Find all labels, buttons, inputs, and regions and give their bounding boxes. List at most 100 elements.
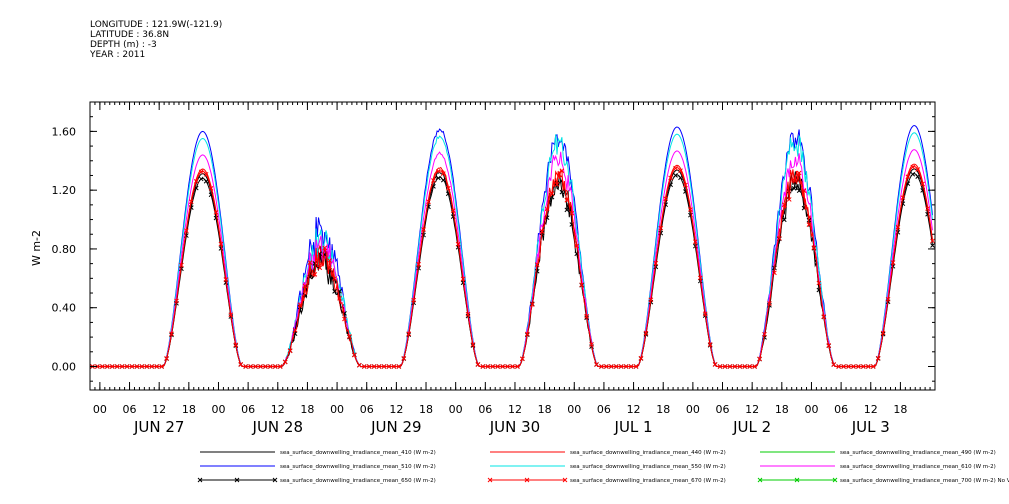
- series-marker-670: [223, 277, 229, 282]
- series-marker-650: [332, 289, 337, 294]
- series-marker-670: [396, 364, 402, 369]
- series-marker-670: [307, 260, 313, 265]
- legend-label: sea_surface_downwelling_irradiance_mean_…: [570, 478, 726, 484]
- series-marker-670: [470, 342, 476, 347]
- series-marker-670: [164, 356, 169, 361]
- series-line-610: [92, 149, 933, 367]
- y-tick-label: 0.40: [52, 302, 77, 315]
- series-marker-670: [440, 171, 446, 176]
- x-tick-label: 18: [656, 403, 670, 416]
- x-tick-label: 06: [241, 403, 255, 416]
- series-marker-670: [203, 171, 209, 177]
- series-marker-670: [109, 364, 115, 369]
- series-marker-670: [643, 330, 649, 336]
- series-marker-670: [327, 258, 333, 263]
- series-marker-670: [332, 276, 337, 281]
- series-marker-670: [856, 364, 861, 369]
- x-tick-label: 00: [686, 403, 700, 416]
- series-marker-670: [124, 364, 130, 369]
- series-marker-670: [510, 364, 515, 369]
- series-marker-670: [569, 210, 575, 216]
- series-marker-670: [584, 313, 589, 319]
- x-tick-label: 06: [716, 403, 730, 416]
- series-marker-650: [559, 189, 565, 195]
- series-marker-670: [920, 181, 925, 187]
- day-label: JUL 1: [614, 418, 653, 436]
- x-tick-label: 12: [745, 403, 759, 416]
- x-tick-label: 06: [360, 403, 374, 416]
- series-marker-670: [465, 311, 471, 317]
- series-marker-670: [702, 311, 708, 317]
- series-marker-670: [277, 364, 283, 369]
- series-marker-670: [747, 364, 753, 369]
- series-marker-670: [697, 275, 703, 281]
- series-marker-670: [722, 364, 728, 369]
- series-marker-670: [391, 364, 397, 369]
- x-tick-label: 06: [478, 403, 492, 416]
- legend-label: sea_surface_downwelling_irradiance_mean_…: [280, 450, 436, 456]
- series-marker-670: [599, 364, 604, 369]
- legend-marker: [487, 477, 493, 483]
- x-tick-label: 12: [389, 403, 403, 416]
- series-marker-670: [411, 297, 417, 303]
- series-marker-670: [263, 364, 268, 369]
- series-marker-670: [930, 238, 935, 244]
- series-marker-670: [608, 364, 614, 369]
- legend-marker: [757, 477, 763, 483]
- series-marker-670: [806, 222, 812, 227]
- x-tick-label: 12: [864, 403, 878, 416]
- series-marker-670: [786, 197, 792, 202]
- series-marker-670: [282, 359, 288, 365]
- series-marker-670: [895, 224, 901, 230]
- x-tick-label: 00: [449, 403, 463, 416]
- day-label: JUN 29: [370, 418, 421, 436]
- series-line-550: [92, 132, 933, 367]
- series-marker-670: [154, 364, 160, 369]
- series-marker-670: [752, 364, 757, 369]
- series-marker-670: [347, 333, 352, 339]
- series-marker-670: [717, 364, 723, 369]
- series-marker-670: [554, 182, 560, 187]
- series-marker-670: [460, 276, 466, 282]
- series-marker-670: [268, 364, 273, 369]
- series-marker-670: [623, 364, 629, 369]
- y-tick-label: 0.00: [52, 360, 77, 373]
- series-marker-650: [930, 243, 935, 248]
- series-marker-670: [401, 355, 407, 361]
- x-tick-label: 00: [567, 403, 581, 416]
- x-tick-label: 00: [330, 403, 344, 416]
- series-marker-670: [692, 239, 698, 245]
- series-marker-670: [361, 364, 367, 369]
- series-marker-670: [381, 364, 387, 369]
- series-marker-670: [455, 241, 461, 247]
- series-marker-670: [297, 302, 303, 308]
- series-marker-670: [317, 265, 323, 271]
- series-marker-670: [638, 355, 644, 361]
- x-tick-label: 00: [93, 403, 107, 416]
- legend-marker: [272, 477, 278, 483]
- series-marker-670: [594, 362, 599, 367]
- legend-label: sea_surface_downwelling_irradiance_mean_…: [280, 478, 436, 484]
- series-marker-670: [342, 316, 347, 322]
- y-axis-label: W m-2: [30, 230, 43, 266]
- x-tick-label: 18: [182, 403, 196, 416]
- series-marker-670: [169, 331, 174, 337]
- series-marker-670: [356, 362, 362, 368]
- series-marker-670: [762, 331, 767, 337]
- series-marker-650: [673, 173, 678, 178]
- series-marker-650: [791, 186, 797, 191]
- longitude-label: LONGITUDE : 121.9W(-121.9): [90, 20, 223, 30]
- x-tick-label: 12: [152, 403, 166, 416]
- series-marker-670: [243, 364, 249, 369]
- series-marker-670: [104, 364, 110, 369]
- series-marker-670: [520, 356, 525, 362]
- series-marker-670: [139, 364, 145, 369]
- series-marker-670: [426, 199, 431, 205]
- series-marker-670: [796, 170, 802, 176]
- series-marker-670: [727, 364, 733, 369]
- legend-marker: [794, 477, 800, 483]
- x-tick-label: 12: [508, 403, 522, 416]
- series-marker-670: [352, 352, 357, 358]
- series-marker-670: [707, 342, 713, 347]
- series-marker-670: [95, 364, 100, 369]
